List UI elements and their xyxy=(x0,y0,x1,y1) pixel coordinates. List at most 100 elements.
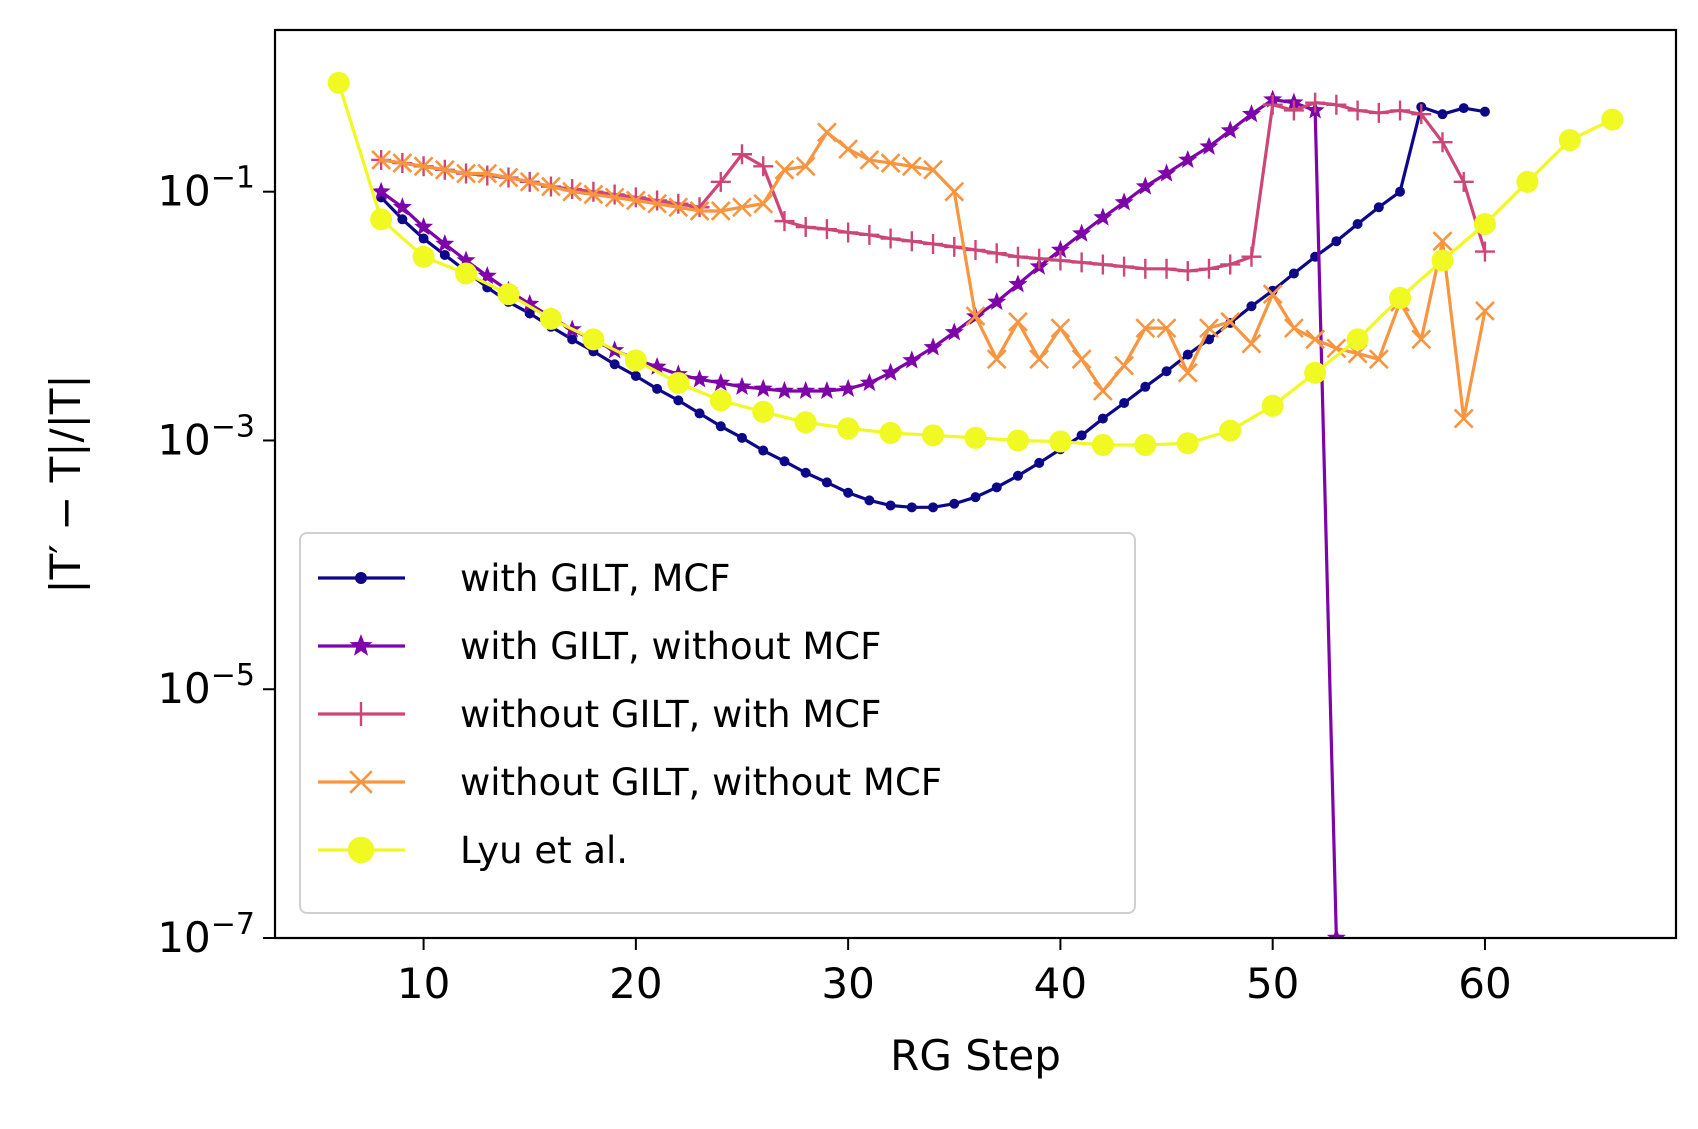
data-point xyxy=(689,201,710,221)
data-point xyxy=(370,208,393,231)
data-point xyxy=(923,159,943,180)
y-tick-label: 10−3 xyxy=(157,409,255,464)
data-point xyxy=(732,197,752,218)
data-point xyxy=(1091,433,1114,456)
legend-entry: without GILT, with MCF xyxy=(318,693,881,736)
data-point xyxy=(1262,94,1283,115)
data-point xyxy=(652,383,663,394)
data-point xyxy=(1029,349,1050,370)
data-point xyxy=(520,294,540,313)
data-point xyxy=(439,249,450,260)
data-point xyxy=(1220,254,1241,275)
series-5 xyxy=(327,71,1624,456)
data-point xyxy=(541,176,561,197)
data-point xyxy=(879,421,902,444)
data-point xyxy=(949,498,960,509)
data-point xyxy=(774,380,794,400)
data-point xyxy=(1283,318,1304,339)
data-point xyxy=(923,337,943,356)
y-tick-label: 10−5 xyxy=(157,658,255,713)
x-tick-label: 40 xyxy=(1034,959,1087,1008)
data-point xyxy=(859,372,879,392)
data-point xyxy=(838,222,859,243)
data-point xyxy=(800,467,811,478)
x-axis-label: RG Step xyxy=(890,1031,1061,1080)
data-point xyxy=(1558,129,1581,152)
data-point xyxy=(774,159,795,180)
data-point xyxy=(477,163,498,184)
data-point xyxy=(1135,318,1156,339)
data-point xyxy=(1390,100,1411,121)
data-point xyxy=(710,201,731,221)
data-point xyxy=(1373,202,1384,213)
data-point xyxy=(349,770,373,794)
data-point xyxy=(901,231,922,252)
legend-label: without GILT, without MCF xyxy=(460,761,942,804)
x-tick-label: 20 xyxy=(609,959,662,1008)
data-point xyxy=(1326,94,1347,115)
data-point xyxy=(1473,212,1496,235)
data-point xyxy=(647,356,667,376)
data-point xyxy=(647,190,668,211)
data-point xyxy=(1135,258,1156,279)
data-point xyxy=(625,190,646,211)
data-point xyxy=(1346,328,1369,351)
legend: with GILT, MCF with GILT, without MCF with… xyxy=(299,532,1136,914)
data-point xyxy=(1326,928,1346,938)
y-tick-label: 10−7 xyxy=(157,907,255,962)
data-point xyxy=(864,495,875,506)
data-point xyxy=(944,181,965,202)
data-point xyxy=(435,233,455,253)
data-point xyxy=(349,702,373,726)
y-axis: 10−1 10−3 10−5 10−7 xyxy=(157,161,275,962)
data-point xyxy=(753,156,774,177)
data-point xyxy=(1288,268,1299,279)
data-point xyxy=(880,153,901,173)
legend-label: with GILT, without MCF xyxy=(460,625,881,668)
data-point xyxy=(1006,429,1029,452)
data-point xyxy=(970,492,981,503)
data-point xyxy=(986,349,1007,370)
data-point xyxy=(1114,256,1135,277)
data-point xyxy=(1050,250,1071,271)
data-point xyxy=(1347,100,1368,121)
series-3 xyxy=(371,92,1495,282)
x-tick-label: 10 xyxy=(397,959,450,1008)
data-point xyxy=(609,359,620,370)
data-point xyxy=(965,239,986,260)
data-point xyxy=(944,322,964,341)
data-point xyxy=(456,250,476,269)
data-point xyxy=(1220,311,1241,332)
data-point xyxy=(885,500,896,511)
data-point xyxy=(758,445,769,456)
data-point xyxy=(1261,394,1284,417)
plot-area-frame xyxy=(273,28,1678,940)
data-point xyxy=(881,362,901,381)
data-point xyxy=(1092,381,1113,401)
data-point xyxy=(816,219,837,240)
data-point xyxy=(732,376,752,395)
data-point xyxy=(397,214,408,225)
data-point xyxy=(1029,248,1050,269)
data-point xyxy=(1219,419,1242,442)
y-axis-label: |T′ − T|/|T| xyxy=(41,374,90,593)
data-point xyxy=(625,187,646,208)
data-point xyxy=(327,71,350,94)
data-point xyxy=(1007,246,1028,267)
data-point xyxy=(1283,100,1304,121)
data-point xyxy=(711,372,731,392)
data-point xyxy=(1220,120,1240,139)
data-point xyxy=(1241,333,1262,354)
data-point xyxy=(668,197,689,218)
data-point xyxy=(604,184,625,205)
data-point xyxy=(1432,132,1453,153)
data-point xyxy=(667,371,690,394)
series-layer xyxy=(327,71,1624,938)
data-point xyxy=(838,139,859,160)
data-point xyxy=(709,389,732,412)
data-point xyxy=(843,487,854,498)
data-point xyxy=(944,236,965,257)
data-point xyxy=(1453,171,1474,192)
